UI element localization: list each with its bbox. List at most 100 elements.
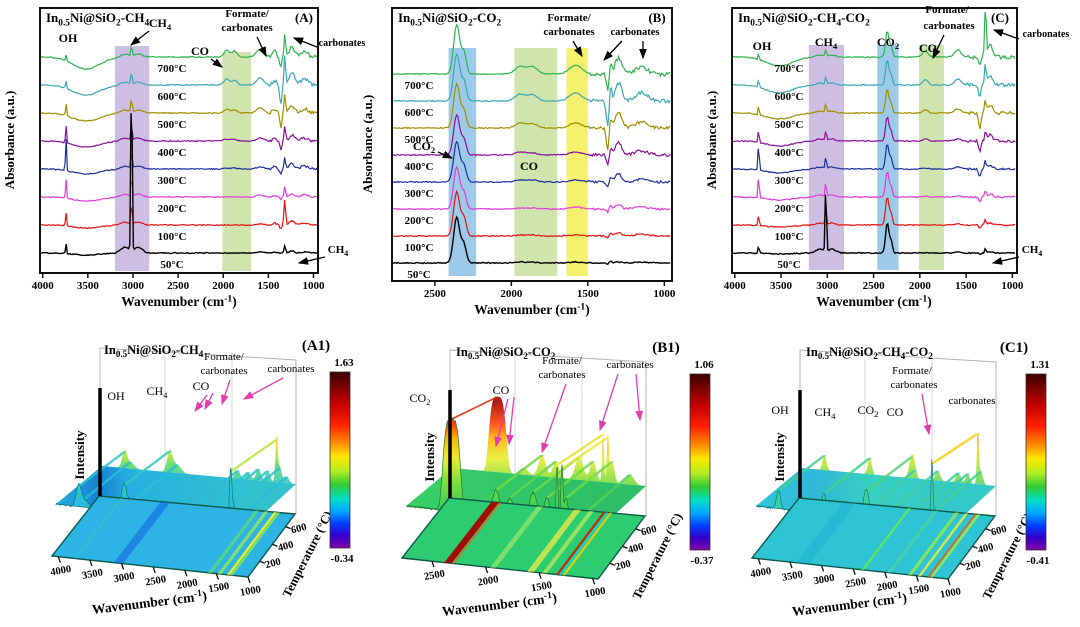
x-tick-label: 2500 [423, 569, 446, 583]
annotation-text: CH4 [147, 384, 169, 400]
annotation-text: Formate/ [225, 8, 269, 20]
annotation-text: OH [771, 403, 789, 417]
annotation-text: Formate/ [547, 12, 591, 24]
panel-letter: (A1) [302, 338, 330, 354]
floor-streak [73, 498, 123, 559]
x-tick-label: 4000 [50, 564, 73, 578]
annotation-text: carbonates [1023, 29, 1070, 40]
temp-tick [972, 545, 978, 549]
spectrum-curve-700°C [392, 23, 671, 91]
x-tick [184, 570, 188, 577]
x-tick-label: 1500 [908, 583, 931, 597]
annotation-arrow [256, 36, 267, 58]
annotation-arrow [210, 58, 224, 68]
annotation-text: CO2 [858, 403, 879, 419]
temp-tick [622, 545, 628, 549]
temp-tick-label: 200 [964, 558, 982, 573]
annotation-arrow [437, 150, 454, 159]
annotation-text: CH4 [328, 244, 349, 258]
panel-B-spectra: 700°C 600°C 500°C 400°C 300°C 200°C 100°C 50°C 2… [360, 7, 676, 317]
temperature-label: 50°C [777, 259, 800, 271]
spectrum-curve-500°C [732, 89, 1016, 129]
spectrum-curve-50°C [733, 194, 1016, 256]
temp-tick-label: 400 [977, 541, 995, 556]
panel-C-spectra: 700°C 600°C 500°C 400°C 300°C 200°C 100°C 50°C 4… [704, 4, 1069, 309]
x-tick-label: 1500 [208, 581, 231, 595]
panel-letter: (B1) [652, 340, 680, 356]
temp-tick-label: 400 [277, 539, 295, 554]
colorbar [689, 373, 711, 551]
colorbar [1025, 373, 1047, 551]
x-tick-label: 3500 [77, 280, 100, 292]
temp-tick-label: 400 [627, 541, 645, 556]
temperature-label: 600°C [775, 91, 804, 103]
panel-A-spectra: 700°C 600°C 500°C 400°C 300°C 200°C 100°C 50°C 4… [2, 7, 366, 309]
floor-streak [452, 502, 502, 564]
surface-ridge-crest [507, 461, 558, 498]
x-tick [915, 575, 920, 582]
annotation-text: Formate/ [204, 351, 245, 363]
panel-B1-surface3d: Intensity 2500 2000 1500 1000 Wavenumber (cm-… [400, 340, 714, 619]
temperature-label: 50°C [160, 259, 183, 271]
plot-border [731, 7, 1018, 274]
x-tick-label: 3500 [770, 280, 793, 292]
annotation-text: CH4 [815, 35, 838, 51]
panel-letter: (C1) [1000, 340, 1028, 356]
x-tick-label: 2500 [144, 574, 167, 588]
x-tick-label: 3500 [81, 567, 104, 581]
z-axis-title: Intensity [422, 432, 437, 482]
annotation-text: Formate/ [925, 4, 969, 16]
panel-title: In0.5Ni@SiO2-CO2 [398, 10, 502, 28]
annotation-arrow [921, 393, 932, 436]
annotation-text: carbonates [319, 38, 366, 49]
temperature-label: 700°C [158, 63, 187, 75]
x-tick [120, 563, 125, 570]
highlight-co-band [222, 52, 252, 271]
temperature-label: 100°C [158, 231, 187, 243]
x-tick [89, 559, 93, 567]
panel-title: In0.5Ni@SiO2-CH4-CO2 [806, 345, 933, 361]
x-tick [789, 561, 793, 569]
x-tick-label: 1000 [653, 288, 676, 300]
floor-streak [918, 513, 969, 576]
floor-streak [541, 511, 594, 574]
spectrum-curve-200°C [40, 179, 318, 202]
surface-ridge-crest [555, 434, 606, 466]
temperature-label: 100°C [775, 231, 804, 243]
colorbar-max-label: 1.31 [1030, 359, 1049, 371]
annotation-text: CO [919, 41, 937, 55]
annotation-arrow [494, 398, 509, 448]
annotation-text: CH4 [815, 405, 837, 421]
x-tick [247, 576, 251, 584]
annotation-text: carbonates [543, 26, 595, 38]
annotation-text: CO [493, 383, 510, 397]
floor-streak [527, 509, 582, 572]
surface-ridge-crest [559, 437, 610, 469]
x-tick-label: 1500 [955, 280, 978, 292]
annotation-text: carbonates [606, 359, 653, 371]
annotation-arrow [129, 30, 150, 46]
x-tick-label: 1500 [577, 288, 600, 300]
annotation-arrow [242, 377, 284, 400]
spectrum-curve-300°C [732, 144, 1016, 177]
temperature-label: 200°C [405, 215, 434, 227]
x-tick-label: 1500 [257, 280, 280, 292]
surface-ridge-crest [238, 476, 289, 517]
x-tick [852, 568, 856, 576]
temp-tick-label: 200 [614, 558, 632, 573]
surface-ridge-crest [210, 469, 261, 508]
surface-ridge-crest [863, 456, 914, 493]
annotation-text: CO [887, 405, 904, 419]
x-tick [757, 558, 761, 565]
plot-border [391, 7, 673, 282]
x-tick [57, 556, 61, 563]
temperature-label: 300°C [775, 175, 804, 187]
floor-streak [795, 502, 857, 564]
x-axis-title: Wavenumber (cm-1) [474, 301, 589, 317]
panel-title: In0.5Ni@SiO2-CH4-CO2 [738, 10, 870, 28]
x-tick-label: 1000 [584, 586, 607, 600]
x-tick-label: 3500 [781, 569, 804, 583]
annotation-arrow [292, 37, 318, 48]
panel-letter: (A) [295, 10, 313, 25]
spectrum-curve-300°C [392, 140, 671, 188]
